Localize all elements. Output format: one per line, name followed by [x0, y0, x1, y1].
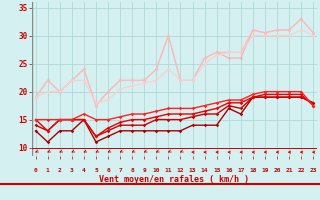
X-axis label: Vent moyen/en rafales ( km/h ): Vent moyen/en rafales ( km/h ) — [100, 175, 249, 184]
